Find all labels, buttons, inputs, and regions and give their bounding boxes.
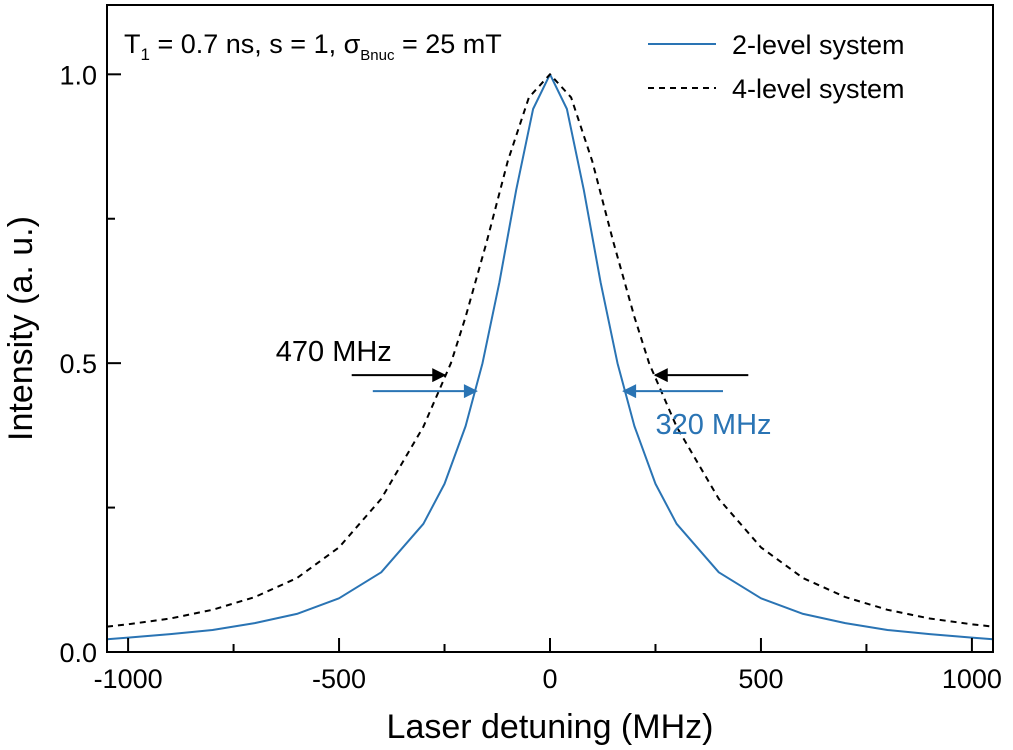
x-tick-label: 0 — [542, 664, 557, 694]
y-tick-label: 1.0 — [59, 60, 97, 90]
x-tick-label: 1000 — [942, 664, 1002, 694]
y-axis-title: Intensity (a. u.) — [2, 216, 40, 441]
y-axis: 0.0 0.5 1.0 — [59, 60, 121, 668]
x-axis-title: Laser detuning (MHz) — [387, 708, 714, 746]
x-axis: -1000 -500 0 500 1000 — [94, 638, 1002, 694]
fwhm-annotations: 470 MHz 320 MHz — [276, 336, 772, 441]
legend-label: 2-level system — [732, 30, 905, 60]
sigma-symbol: σ — [344, 29, 361, 59]
fwhm-label-4-level: 470 MHz — [276, 336, 392, 368]
legend: 2-level system 4-level system — [648, 30, 905, 104]
x-tick-label: 500 — [738, 664, 783, 694]
series-line-2-level — [106, 73, 994, 641]
sigma-rest: = 25 mT — [394, 29, 501, 59]
parameter-text: T1 = 0.7 ns, s = 1, σBnuc = 25 mT — [124, 29, 502, 64]
t-rest: = 0.7 ns, s = 1, — [150, 29, 344, 59]
fwhm-label-2-level: 320 MHz — [655, 409, 771, 441]
t-symbol: T — [124, 29, 141, 59]
plot-area — [106, 73, 994, 641]
sigma-subscript: Bnuc — [360, 47, 395, 64]
legend-label: 4-level system — [732, 74, 905, 104]
x-tick-label: -500 — [312, 664, 366, 694]
t-subscript: 1 — [141, 45, 150, 64]
y-tick-label: 0.0 — [59, 638, 97, 668]
y-tick-label: 0.5 — [59, 349, 97, 379]
x-tick-label: -1000 — [94, 664, 163, 694]
series-line-4-level — [106, 73, 994, 628]
